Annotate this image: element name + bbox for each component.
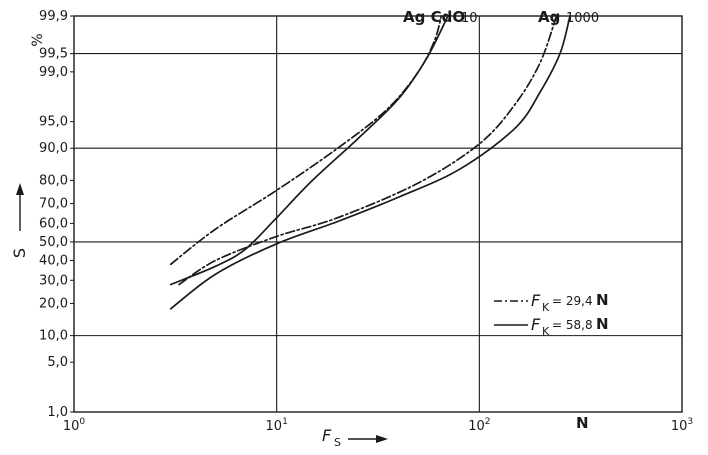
y-tick-label: 80,0 [39,173,68,188]
annotation-agcdo10-text: Ag CdO [403,8,465,26]
y-tick-label: 70,0 [39,197,68,212]
x-axis-label: F [322,426,332,445]
y-tick-label: 90,0 [39,141,68,156]
y-tick-label: 5,0 [47,355,68,370]
series-curve-3 [178,15,558,286]
x-tick-label: 103 [671,417,693,434]
y-axis-label: S [10,248,29,258]
legend-entry-solid-prefix: F [531,315,541,334]
y-tick-label: 40,0 [39,253,68,268]
series-curve-1 [169,15,443,266]
annotation-ag1000: Ag 1000 [538,8,599,26]
y-tick-label: 60,0 [39,216,68,231]
annotation-ag1000-text: Ag [538,8,560,26]
y-tick-label: 30,0 [39,273,68,288]
legend-entry-dashdot: F K = 29,4 N [494,291,609,314]
legend-entry-dashdot-unit: N [596,291,609,309]
y-axis-arrow [16,183,24,231]
plot-frame [73,15,683,413]
legend-entry-dashdot-sub: K [542,301,550,314]
legend-entry-solid-eq: = 58,8 [552,318,593,332]
x-tick-label: 100 [63,417,86,434]
y-ticks: 1,0 5,0 10,0 20,0 30,0 40,0 50,0 60,0 70,0 80,0 90… [39,9,74,420]
x-ticks: 100 101 102 103 [63,417,693,434]
series-curve-2 [169,15,449,286]
x-unit: N [576,414,589,432]
legend: F K = 29,4 N F K = 58,8 N [494,291,609,338]
y-tick-label: 99,0 [39,65,68,80]
annotation-agcdo10: Ag CdO 10 [403,8,478,26]
legend-entry-dashdot-eq: = 29,4 [552,294,593,308]
y-tick-label: 10,0 [39,329,68,344]
curves [169,15,571,310]
legend-entry-solid: F K = 58,8 N [494,315,609,338]
series-curve-4 [169,15,571,310]
y-tick-label: 50,0 [39,235,68,250]
y-unit: % [30,33,46,46]
annotation-agcdo10-num: 10 [461,11,478,26]
x-tick-label: 101 [266,417,288,434]
y-tick-label: 1,0 [47,405,68,420]
legend-entry-solid-unit: N [596,315,609,333]
y-tick-label: 20,0 [39,296,68,311]
grid [74,16,682,412]
annotation-ag1000-num: 1000 [566,11,599,26]
x-axis-label-sub: S [334,436,341,449]
x-tick-label: 102 [468,417,490,434]
x-axis-arrow [348,435,388,443]
y-tick-label: 95,0 [39,115,68,130]
legend-entry-dashdot-prefix: F [531,291,541,310]
y-tick-label: 99,5 [39,47,68,62]
legend-entry-solid-sub: K [542,325,550,338]
y-tick-label: 99,9 [39,9,68,24]
